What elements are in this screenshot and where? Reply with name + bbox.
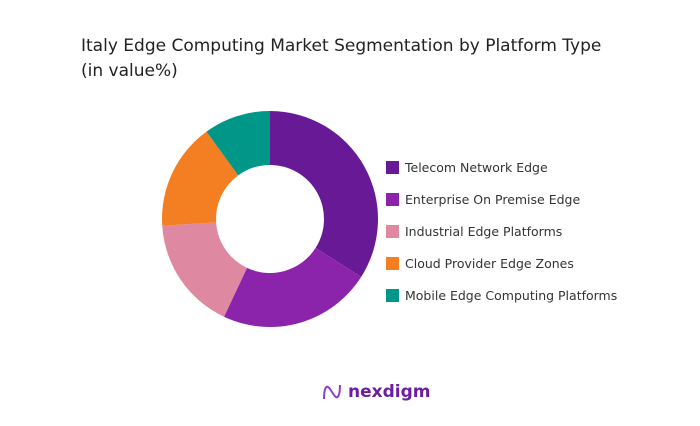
legend-swatch [386, 224, 399, 238]
slice-cloud-provider-edge-zones [162, 131, 239, 226]
legend-label: Enterprise On Premise Edge [405, 191, 581, 207]
nexdigm-logo-icon [323, 384, 341, 400]
brand-name: nexdigm [348, 382, 431, 402]
slice-mobile-edge-computing-platforms [206, 111, 270, 176]
legend-swatch [386, 160, 399, 174]
legend-label: Cloud Provider Edge Zones [405, 255, 574, 271]
legend: Telecom Network Edge Enterprise On Premis… [386, 151, 617, 311]
legend-label: Industrial Edge Platforms [405, 223, 563, 239]
slice-enterprise-on-premise-edge [224, 247, 362, 327]
legend-swatch [386, 192, 399, 206]
legend-item: Telecom Network Edge [386, 151, 617, 183]
brand-logo: nexdigm [322, 382, 430, 402]
chart-title: Italy Edge Computing Market Segmentation… [81, 36, 602, 81]
slice-industrial-edge-platforms [162, 222, 248, 317]
legend-label: Mobile Edge Computing Platforms [405, 287, 618, 303]
legend-item: Cloud Provider Edge Zones [386, 247, 617, 279]
slice-telecom-network-edge [270, 111, 378, 277]
legend-item: Enterprise On Premise Edge [386, 183, 617, 215]
legend-swatch [386, 288, 399, 302]
legend-swatch [386, 256, 399, 270]
legend-label: Telecom Network Edge [405, 159, 548, 175]
legend-item: Mobile Edge Computing Platforms [386, 279, 617, 311]
legend-item: Industrial Edge Platforms [386, 215, 617, 247]
